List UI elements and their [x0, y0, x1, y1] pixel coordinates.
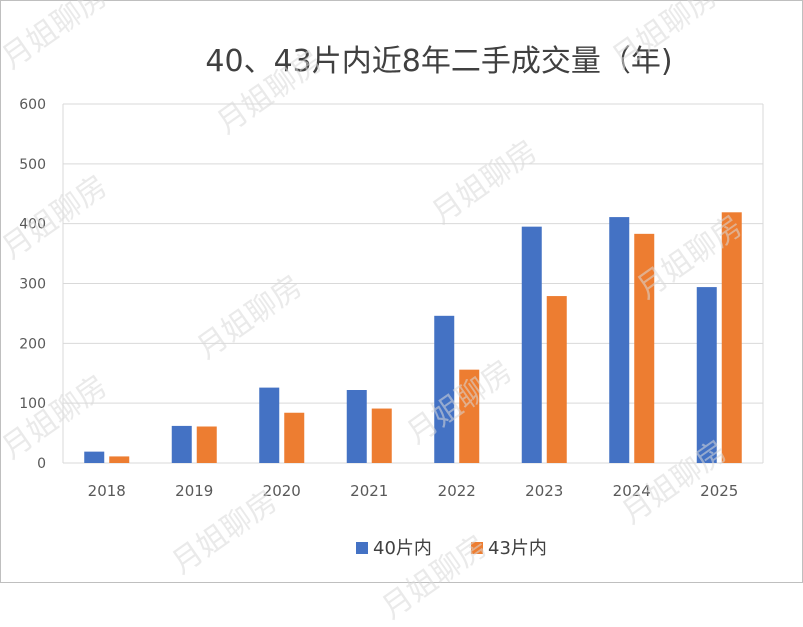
y-tick-label: 500: [19, 157, 46, 173]
bar-40-2024: [609, 217, 630, 463]
bars: [84, 212, 742, 463]
bar-40-2020: [259, 387, 280, 463]
y-tick-label: 0: [37, 456, 46, 472]
bar-43-2021: [371, 408, 392, 463]
bar-43-2020: [284, 412, 305, 463]
legend-label-40: 40片内: [373, 538, 432, 559]
grid-lines: [62, 103, 764, 464]
bar-43-2025: [721, 212, 742, 463]
bar-40-2022: [434, 315, 455, 463]
x-axis: 2018 2019 2020 2021 2022 2023 2024 2025: [88, 482, 739, 500]
legend-label-43: 43片内: [488, 538, 547, 559]
bar-43-2019: [196, 426, 217, 463]
x-tick-label: 2025: [700, 482, 738, 500]
x-tick-label: 2023: [525, 482, 563, 500]
bar-43-2023: [546, 296, 567, 463]
bar-43-2022: [459, 369, 480, 463]
y-tick-label: 200: [19, 336, 46, 352]
bar-40-2021: [346, 390, 367, 463]
y-tick-label: 100: [19, 396, 46, 412]
bar-43-2024: [634, 233, 655, 463]
y-tick-label: 600: [19, 97, 46, 113]
x-tick-label: 2024: [613, 482, 651, 500]
legend-swatch-43: [471, 542, 483, 554]
bar-40-2018: [84, 451, 105, 463]
bar-40-2025: [696, 287, 717, 463]
x-tick-label: 2021: [350, 482, 388, 500]
bar-chart: 40、43片内近8年二手成交量（年) 0 100 200 300 400 500 600 2…: [19, 44, 764, 559]
x-tick-label: 2018: [88, 482, 126, 500]
x-tick-label: 2019: [175, 482, 213, 500]
x-tick-label: 2022: [438, 482, 476, 500]
bar-40-2023: [521, 226, 542, 463]
legend-swatch-40: [356, 542, 368, 554]
chart-title: 40、43片内近8年二手成交量（年): [205, 44, 672, 79]
x-tick-label: 2020: [263, 482, 301, 500]
bar-40-2019: [171, 425, 192, 463]
legend: 40片内 43片内: [356, 538, 547, 559]
y-axis: 0 100 200 300 400 500 600: [19, 97, 46, 472]
y-tick-label: 400: [19, 217, 46, 233]
y-tick-label: 300: [19, 277, 46, 293]
bar-43-2018: [109, 456, 130, 463]
